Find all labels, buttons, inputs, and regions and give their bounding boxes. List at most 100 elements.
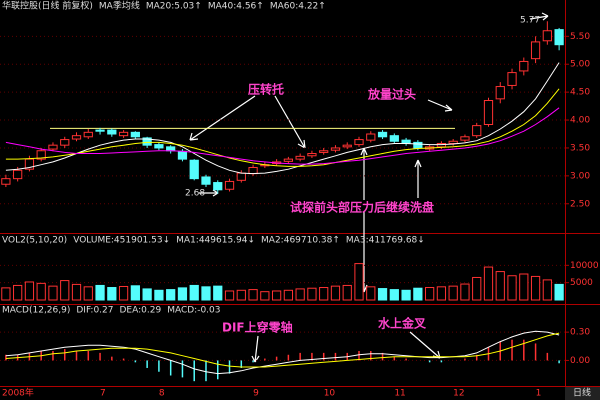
volume-bar (48, 285, 58, 301)
candle-body (542, 30, 552, 42)
candle-body (48, 144, 58, 150)
y-tick-label: 5000 (570, 278, 593, 288)
y-tick-label: 2.50 (570, 199, 590, 209)
arrow (427, 99, 453, 112)
volume-bar (307, 287, 317, 301)
volume-bar (366, 286, 376, 301)
volume-bar (24, 281, 35, 301)
y-tick-label: 5.50 (570, 32, 590, 42)
candle-body (236, 172, 246, 181)
arrow (274, 95, 306, 149)
header-text: MACD:-0.03 (167, 306, 220, 316)
annotation: 2.68 (185, 189, 205, 199)
candle-body (342, 144, 352, 148)
header-text: MA20:5.03↑ (146, 2, 202, 12)
annotation: DIF上穿零轴 (222, 320, 293, 335)
volume-bar (83, 286, 93, 301)
header-text: MA60:4.22↑ (270, 2, 326, 12)
volume-bar (95, 284, 105, 301)
x-tick-label: 9 (253, 389, 259, 399)
line (5, 330, 560, 375)
arrow (199, 189, 219, 197)
period-button[interactable] (565, 387, 600, 400)
candle-body (71, 135, 82, 140)
candle-body (224, 180, 235, 190)
volume-bar (342, 284, 352, 301)
candle-body (60, 139, 70, 146)
candle-body (448, 140, 458, 144)
volume-bar (554, 283, 564, 301)
volume-bar (130, 285, 140, 301)
candle-body (389, 135, 399, 142)
volume-bar (213, 285, 223, 301)
volume-bar (189, 284, 199, 301)
candle-body (154, 144, 164, 149)
volume-bar (295, 288, 305, 301)
x-tick-label: 8 (159, 389, 165, 399)
volume-bar (71, 283, 82, 301)
candle-body (142, 137, 152, 146)
header-text: VOLUME:451901.53↓ (73, 236, 170, 246)
candle-body (36, 150, 46, 160)
volume-bar (60, 280, 70, 301)
header-text: DIF:0.27 (76, 306, 113, 316)
candle-body (166, 146, 176, 152)
header-text: MACD(12,26,9) (2, 306, 70, 316)
y-tick-label: 0.00 (570, 356, 590, 366)
candle-body (283, 158, 294, 162)
candle-body (530, 41, 541, 60)
candle-body (295, 155, 305, 160)
y-tick-label: 0.30 (570, 328, 590, 338)
y-tick-label: 3.00 (570, 171, 590, 181)
volume-bar (377, 288, 388, 301)
candle-body (377, 131, 388, 138)
volume-bar (260, 291, 270, 301)
volume-bar (401, 289, 411, 301)
volume-bar (236, 289, 246, 301)
candle-body (354, 139, 364, 146)
volume-bar (13, 284, 23, 301)
volume-bar (177, 287, 188, 301)
arrow (189, 95, 256, 141)
x-tick-label: 7 (100, 389, 106, 399)
annotation: 压转托 (248, 82, 284, 97)
volume-bar (201, 286, 211, 301)
line (5, 88, 560, 167)
volume-bar (483, 266, 494, 301)
volume-bar (425, 287, 435, 301)
annotation: 放量过头 (367, 87, 416, 102)
y-tick-label: 3.50 (570, 143, 590, 153)
volume-bar (530, 275, 541, 301)
volume-bar (472, 276, 482, 301)
header-text: MA1:449615.94↓ (176, 236, 255, 246)
volume-bar (224, 290, 235, 301)
candle-body (401, 139, 411, 144)
arrow (529, 12, 549, 21)
candle-body (248, 166, 258, 175)
header-text: MA2:469710.38↑ (261, 236, 340, 246)
y-tick-label: 4.50 (570, 88, 590, 98)
candle-body (83, 131, 93, 138)
candle-body (436, 142, 447, 148)
candle-body (366, 133, 376, 141)
y-tick-label: 10000 (570, 261, 599, 271)
volume-bar (1, 287, 11, 301)
volume-bar (154, 289, 164, 301)
header-text: MA3:411769.68↓ (346, 236, 425, 246)
header-text: MA40:4.56↑ (208, 2, 264, 12)
candle-body (319, 150, 329, 153)
candle-body (554, 29, 564, 46)
header-text: MA季均线 (99, 0, 140, 12)
volume-bar (507, 275, 517, 301)
y-tick-label: 4.00 (570, 116, 590, 126)
candle-body (13, 169, 23, 180)
period-button-label[interactable]: 日线 (573, 387, 591, 399)
line (5, 62, 560, 175)
annotation: 水上金叉 (378, 316, 427, 331)
volume-bar (389, 289, 399, 301)
x-tick-label: 11 (394, 389, 405, 399)
candle-body (519, 60, 529, 72)
x-tick-label: 2008年 (2, 387, 34, 399)
